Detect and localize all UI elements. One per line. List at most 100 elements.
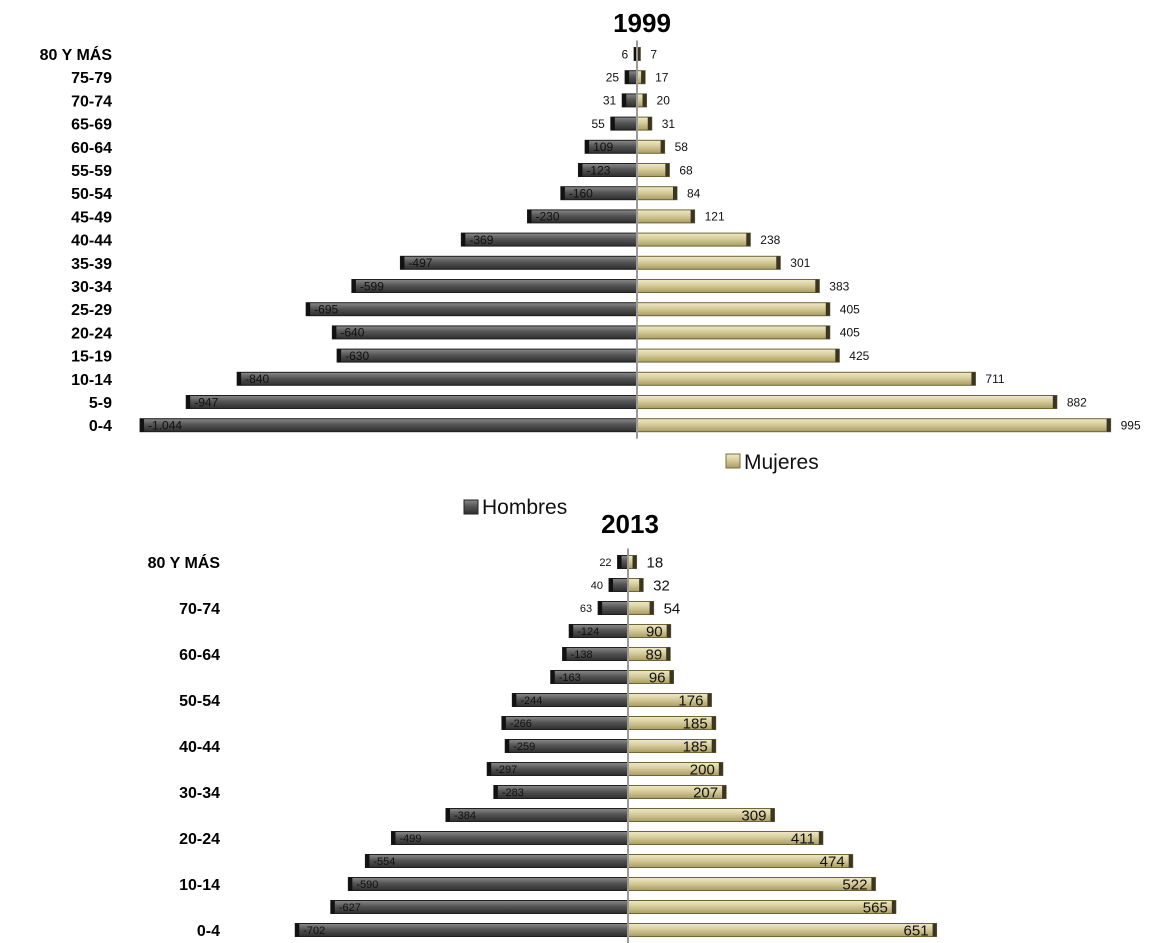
label-hombres-30-34: -283 (502, 787, 524, 799)
bar-mujeres-10-14 (627, 877, 876, 891)
chart-title-2013: 2013 (601, 509, 659, 539)
bar-hombres-30-34 (351, 279, 638, 293)
label-mujeres-45-49: 121 (705, 210, 725, 224)
label-hombres-50-54: -244 (520, 695, 542, 707)
label-hombres-15-19: -630 (345, 349, 369, 363)
label-hombres-80-y-m-s: 6 (621, 47, 628, 61)
label-mujeres-20-24: 411 (791, 830, 815, 847)
bar-mujeres-cap-0-4 (932, 923, 937, 937)
label-hombres-70-74: 31 (603, 94, 617, 108)
label-mujeres-35-39: 301 (790, 256, 810, 270)
label-mujeres-5-9: 882 (1067, 395, 1087, 409)
bar-hombres-cap-10-14 (348, 877, 353, 891)
bar-hombres-0-4 (139, 418, 638, 433)
bar-hombres-cap-25-29 (445, 808, 450, 822)
label-hombres-45-49: -230 (536, 210, 560, 224)
label-mujeres-80-y-m-s: 18 (647, 554, 664, 571)
bar-hombres-cap-0-4 (140, 418, 145, 432)
category-label-70-74: 70-74 (179, 601, 220, 618)
label-hombres-5-9: -627 (339, 902, 361, 914)
bar-hombres-cap-60-64 (562, 647, 567, 661)
bar-hombres-cap-55-59 (550, 670, 555, 684)
label-mujeres-70-74: 54 (664, 600, 681, 617)
category-label-5-9: 5-9 (89, 395, 112, 412)
label-hombres-75-79: 40 (591, 580, 603, 592)
bar-mujeres-cap-35-39 (776, 256, 781, 270)
label-hombres-50-54: -160 (569, 187, 593, 201)
label-hombres-60-64: 109 (593, 140, 613, 154)
bar-hombres-cap-65-69 (610, 117, 615, 131)
category-label-60-64: 60-64 (179, 647, 220, 664)
bar-hombres-cap-30-34 (493, 785, 498, 799)
bar-hombres-cap-5-9 (330, 900, 335, 914)
bar-hombres-cap-75-79 (609, 578, 614, 592)
label-mujeres-5-9: 565 (863, 899, 888, 916)
label-mujeres-25-29: 309 (741, 807, 766, 824)
label-mujeres-40-44: 185 (683, 738, 708, 755)
label-mujeres-50-54: 84 (687, 187, 701, 201)
bar-mujeres-cap-80-y-m-s (637, 47, 641, 61)
label-mujeres-30-34: 207 (693, 784, 718, 801)
bar-mujeres-cap-75-79 (641, 70, 646, 84)
label-hombres-65-69: -124 (577, 626, 599, 638)
label-hombres-35-39: -497 (408, 256, 432, 270)
bar-mujeres-cap-10-14 (971, 372, 976, 386)
bar-hombres-10-14 (236, 371, 638, 386)
bar-hombres-10-14 (347, 877, 629, 891)
label-mujeres-60-64: 89 (645, 646, 662, 663)
bar-mujeres-cap-60-64 (660, 140, 665, 154)
bar-hombres-cap-35-39 (487, 762, 492, 776)
bar-mujeres-cap-40-44 (746, 233, 751, 247)
bar-hombres-cap-25-29 (306, 302, 311, 316)
label-hombres-65-69: 55 (591, 117, 605, 131)
label-hombres-25-29: -384 (454, 810, 476, 822)
category-label-50-54: 50-54 (179, 693, 220, 710)
bar-hombres-cap-10-14 (237, 372, 242, 386)
label-hombres-55-59: -163 (559, 672, 581, 684)
category-label-10-14: 10-14 (71, 372, 112, 389)
bar-mujeres-cap-45-49 (711, 716, 716, 730)
label-hombres-0-4: -702 (303, 925, 325, 937)
label-hombres-15-19: -554 (373, 856, 395, 868)
legend-mujeres-label: Mujeres (744, 451, 819, 474)
bar-hombres-5-9 (185, 395, 638, 409)
label-hombres-70-74: 63 (580, 603, 592, 615)
label-hombres-55-59: -123 (586, 163, 610, 177)
bar-mujeres-cap-50-54 (707, 693, 712, 707)
bar-mujeres-cap-0-4 (1106, 418, 1111, 432)
category-label-20-24: 20-24 (179, 831, 220, 848)
category-label-40-44: 40-44 (71, 233, 112, 250)
legend-mujeres-swatch (725, 453, 741, 469)
category-label-75-79: 75-79 (71, 70, 112, 87)
bar-hombres-cap-20-24 (332, 325, 337, 339)
bar-hombres-70-74 (597, 601, 629, 615)
label-hombres-35-39: -297 (495, 764, 517, 776)
label-mujeres-25-29: 405 (840, 303, 860, 317)
bar-mujeres-cap-55-59 (669, 670, 674, 684)
legend-hombres-label: Hombres (482, 496, 567, 519)
bar-mujeres-30-34 (636, 279, 820, 293)
bar-mujeres-60-64 (636, 139, 666, 154)
category-label-80-y-m-s: 80 Y MÁS (40, 45, 113, 64)
bar-mujeres-cap-20-24 (825, 325, 830, 339)
bar-hombres-35-39 (399, 255, 638, 270)
pyramid-chart-1999: 80 Y MÁS 6 7 75-79 25 17 70-74 31 20 65-69 55 31 60-… (40, 40, 1141, 439)
bar-mujeres-cap-30-34 (815, 279, 820, 293)
legend-mujeres: Mujeres (725, 451, 819, 474)
bar-mujeres-cap-30-34 (722, 785, 727, 799)
label-hombres-20-24: -499 (399, 833, 421, 845)
label-mujeres-80-y-m-s: 7 (650, 47, 657, 61)
bar-mujeres-5-9 (636, 395, 1058, 409)
bar-hombres-cap-15-19 (365, 854, 370, 868)
bar-mujeres-cap-70-74 (642, 93, 647, 107)
bar-hombres-20-24 (331, 325, 638, 340)
category-label-20-24: 20-24 (71, 325, 112, 342)
category-label-40-44: 40-44 (179, 739, 220, 756)
bar-mujeres-cap-10-14 (871, 877, 876, 891)
label-hombres-10-14: -590 (356, 879, 378, 891)
legend-hombres: Hombres (463, 496, 567, 519)
bar-mujeres-cap-50-54 (672, 186, 677, 200)
bar-mujeres-45-49 (636, 209, 696, 224)
label-mujeres-55-59: 96 (649, 669, 666, 686)
bar-mujeres-55-59 (636, 163, 670, 177)
